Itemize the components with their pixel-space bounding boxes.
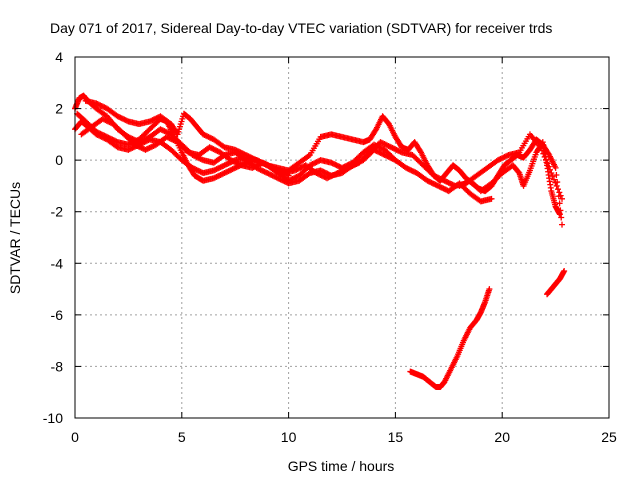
y-tick-label: 4 (55, 49, 63, 65)
data-point (558, 214, 565, 221)
data-point (555, 186, 562, 193)
y-tick-label: -4 (51, 255, 64, 271)
x-tick-label: 15 (388, 429, 404, 445)
y-tick-label: 2 (55, 101, 63, 117)
data-point (559, 195, 566, 202)
plot-frame (74, 56, 610, 419)
data-point (554, 179, 561, 186)
data-points (72, 92, 568, 391)
data-point (559, 221, 566, 228)
y-tick-label: -8 (51, 358, 64, 374)
y-tick-label: -2 (51, 204, 64, 220)
x-tick-label: 20 (494, 429, 510, 445)
data-point (556, 200, 563, 207)
y-tick-labels: -10 -8 -6 -4 -2 0 2 4 (43, 49, 63, 426)
data-point (550, 176, 557, 183)
y-tick-label: -6 (51, 307, 64, 323)
x-tick-label: 5 (178, 429, 186, 445)
axis-ticks (74, 56, 610, 419)
data-point (488, 195, 495, 202)
x-axis-label: GPS time / hours (288, 458, 395, 474)
series-arc-6 (456, 139, 563, 218)
y-tick-label: -10 (43, 410, 63, 426)
chart-title: Day 071 of 2017, Sidereal Day-to-day VTE… (50, 20, 552, 36)
x-tick-label: 0 (71, 429, 79, 445)
x-tick-label: 10 (281, 429, 297, 445)
x-tick-labels: 0 5 10 15 20 25 (71, 429, 617, 445)
data-point (553, 171, 560, 178)
series-arc-7 (407, 286, 493, 391)
grid-lines (75, 57, 609, 418)
series-arc-8 (544, 268, 568, 298)
data-point (556, 211, 563, 218)
data-point (552, 164, 559, 171)
data-point (549, 173, 556, 180)
series-arc-4 (78, 115, 566, 202)
data-point (305, 152, 312, 159)
series-arc-5 (82, 97, 566, 228)
x-tick-label: 25 (601, 429, 617, 445)
y-tick-label: 0 (55, 152, 63, 168)
data-point (220, 143, 227, 150)
data-point (555, 193, 562, 200)
data-point (305, 171, 312, 178)
y-axis-label: SDTVAR / TECUs (7, 182, 23, 294)
data-point (486, 286, 493, 293)
data-point (561, 268, 568, 275)
